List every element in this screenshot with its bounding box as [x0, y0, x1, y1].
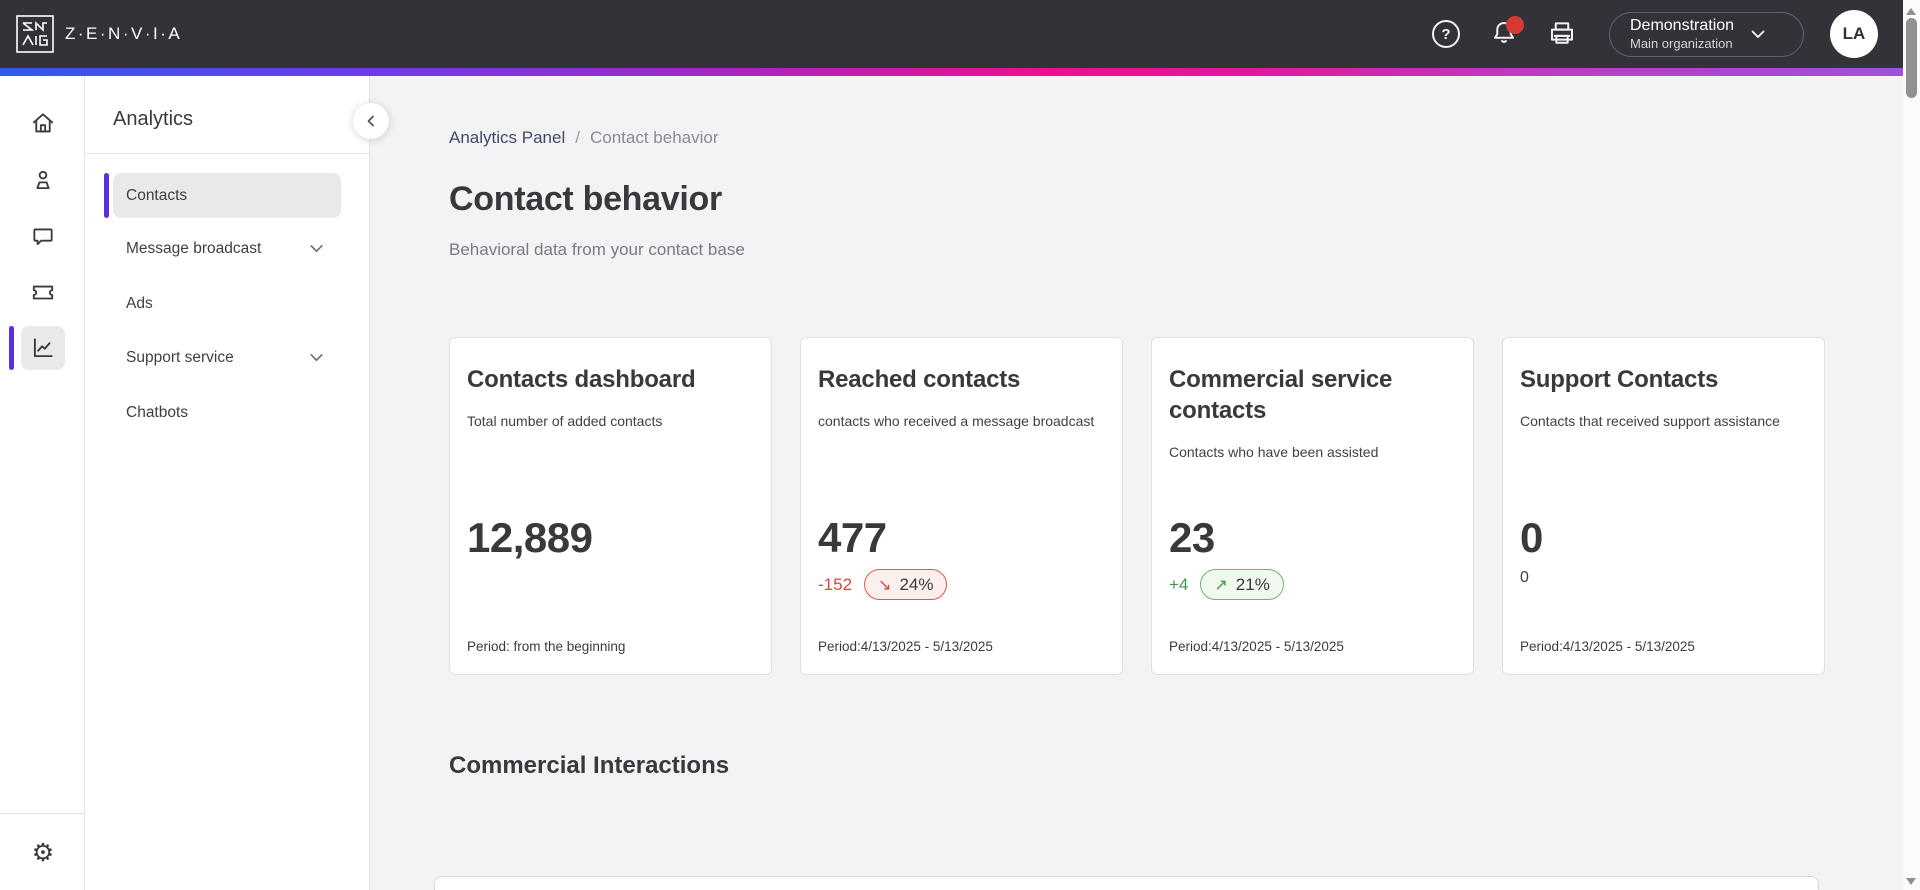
- chevron-down-icon: [1751, 30, 1765, 38]
- card-value: 12,889: [467, 514, 593, 561]
- organization-description: Main organization: [1630, 35, 1733, 51]
- card-value: 0: [1520, 514, 1543, 561]
- card-title: Contacts dashboard: [467, 366, 696, 393]
- trend-percent: 21%: [1235, 574, 1270, 594]
- organization-name: Demonstration: [1630, 16, 1735, 34]
- card-period: Period:4/13/2025 - 5/13/2025: [818, 639, 993, 654]
- scrollbar-up-arrow[interactable]: [1906, 8, 1916, 15]
- rail-item-contacts[interactable]: [21, 158, 65, 202]
- stat-card-contacts-dashboard: Contacts dashboard Total number of added…: [449, 337, 772, 675]
- sidebar-item-support-service[interactable]: Support service: [113, 335, 341, 380]
- stat-cards-row: Contacts dashboard Total number of added…: [449, 337, 1825, 675]
- trend-badge: ↘ 24%: [864, 569, 948, 600]
- scrollbar-thumb[interactable]: [1906, 18, 1917, 98]
- stat-card-reached-contacts: Reached contacts contacts who received a…: [800, 337, 1123, 675]
- card-period: Period:4/13/2025 - 5/13/2025: [1520, 639, 1695, 654]
- card-title: Commercial service contacts: [1169, 366, 1393, 424]
- sidebar-item-ads[interactable]: Ads: [113, 281, 341, 326]
- zenvia-logo[interactable]: Z·E·N·V·I·A: [15, 14, 182, 54]
- rail-item-home[interactable]: [21, 101, 65, 145]
- breadcrumb-separator: /: [575, 128, 580, 147]
- page-subtitle: Behavioral data from your contact base: [449, 240, 745, 259]
- card-period: Period:4/13/2025 - 5/13/2025: [1169, 639, 1344, 654]
- topbar-actions: ? Demonstration Main organization: [1429, 0, 1878, 68]
- help-icon: ?: [1432, 20, 1460, 48]
- page-title: Contact behavior: [449, 180, 722, 218]
- person-icon: [36, 170, 50, 190]
- card-delta-row: -152 ↘ 24%: [818, 569, 948, 600]
- sidebar-divider: [85, 153, 369, 154]
- sidebar-item-label: Message broadcast: [126, 239, 262, 257]
- sidebar-item-label: Contacts: [126, 186, 188, 204]
- card-period: Period: from the beginning: [467, 639, 626, 654]
- analytics-sidebar: Analytics Contacts Message broadcast Ads…: [85, 76, 370, 890]
- card-delta-row: +4 ↗ 21%: [1169, 569, 1284, 600]
- breadcrumb: Analytics Panel / Contact behavior: [449, 128, 719, 148]
- sidebar-item-message-broadcast[interactable]: Message broadcast: [113, 226, 341, 271]
- chat-bubble-icon: [33, 228, 53, 246]
- ticket-icon: [32, 285, 54, 300]
- chevron-left-icon: [367, 115, 374, 127]
- icon-rail: ⚙: [0, 76, 85, 890]
- card-title: Reached contacts: [818, 366, 1021, 393]
- card-description: contacts who received a message broadcas…: [818, 413, 1095, 429]
- scrollbar-down-arrow[interactable]: [1906, 878, 1916, 885]
- trend-badge: ↗ 21%: [1200, 569, 1284, 600]
- breadcrumb-analytics-panel[interactable]: Analytics Panel: [449, 128, 566, 147]
- analytics-icon: [33, 338, 53, 358]
- trend-up-arrow-icon: ↗: [1214, 576, 1228, 594]
- home-icon: [32, 113, 54, 133]
- sidebar-item-label: Support service: [126, 348, 234, 366]
- trend-down-arrow-icon: ↘: [878, 576, 892, 594]
- trend-percent: 24%: [899, 574, 934, 594]
- gear-icon: ⚙: [31, 839, 55, 867]
- notifications-button[interactable]: [1487, 16, 1524, 51]
- sidebar-item-label: Chatbots: [126, 403, 189, 421]
- delta-value: +4: [1169, 574, 1189, 594]
- sidebar-item-chatbots[interactable]: Chatbots: [113, 390, 341, 435]
- sidebar-item-label: Ads: [126, 294, 153, 312]
- card-description: Total number of added contacts: [467, 413, 663, 429]
- sidebar-title: Analytics: [113, 108, 194, 130]
- section-title-commercial-interactions: Commercial Interactions: [449, 752, 730, 779]
- brand-gradient-bar: [0, 68, 1903, 76]
- brand-name: Z·E·N·V·I·A: [65, 24, 183, 43]
- notification-badge-dot: [1506, 16, 1524, 34]
- card-description: Contacts that received support assistanc…: [1520, 413, 1780, 429]
- commercial-interactions-panel: [434, 876, 1819, 890]
- printer-icon: [1551, 22, 1573, 44]
- card-value: 23: [1169, 514, 1215, 561]
- card-title: Support Contacts: [1520, 366, 1719, 393]
- sidebar-item-contacts[interactable]: Contacts: [113, 173, 341, 218]
- card-description: Contacts who have been assisted: [1169, 444, 1379, 460]
- chevron-down-icon: [308, 240, 325, 257]
- main-content: Analytics Panel / Contact behavior Conta…: [371, 76, 1903, 890]
- sidebar-active-indicator: [104, 173, 109, 218]
- rail-item-conversations[interactable]: [21, 215, 65, 259]
- delta-value: -152: [818, 574, 853, 594]
- help-button[interactable]: ?: [1429, 17, 1463, 51]
- rail-active-indicator: [9, 326, 14, 370]
- delta-value: 0: [1520, 569, 1529, 586]
- rail-item-analytics[interactable]: [21, 326, 65, 370]
- print-button[interactable]: [1545, 17, 1579, 51]
- chevron-down-icon: [308, 349, 325, 366]
- stat-card-support-contacts: Support Contacts Contacts that received …: [1502, 337, 1825, 675]
- zenvia-logo-icon: [16, 15, 54, 53]
- card-value: 477: [818, 514, 887, 561]
- topbar: Z·E·N·V·I·A ? Demonstration Main organiz…: [0, 0, 1920, 68]
- organization-switcher[interactable]: Demonstration Main organization: [1609, 11, 1804, 57]
- rail-item-sales[interactable]: [21, 270, 65, 314]
- user-avatar[interactable]: LA: [1830, 10, 1878, 58]
- rail-item-settings[interactable]: ⚙: [21, 831, 65, 875]
- sidebar-collapse-button[interactable]: [353, 103, 389, 139]
- stat-card-commercial-service-contacts: Commercial service contacts Contacts who…: [1151, 337, 1474, 675]
- breadcrumb-current: Contact behavior: [589, 128, 719, 147]
- card-delta-row: 0: [1520, 569, 1529, 587]
- vertical-scrollbar[interactable]: [1903, 0, 1920, 890]
- rail-divider: [0, 813, 84, 814]
